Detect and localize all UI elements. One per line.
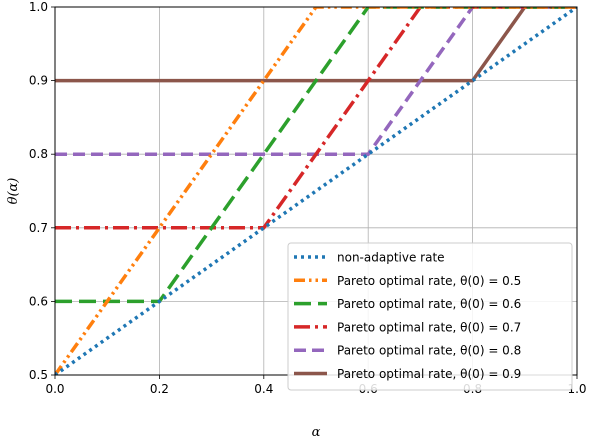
x-tick-label: 0.4 (254, 382, 273, 396)
x-tick-label: 0.2 (150, 382, 169, 396)
x-tick-label: 0.0 (45, 382, 64, 396)
series-line-3 (55, 7, 577, 230)
legend-box (287, 242, 573, 391)
legend-label: Pareto optimal rate, θ(0) = 0.6 (337, 297, 521, 311)
series-line-5 (55, 7, 577, 83)
y-axis-label: θ(α) (6, 178, 21, 205)
y-tick-label: 0.5 (29, 368, 48, 382)
legend-label: Pareto optimal rate, θ(0) = 0.8 (337, 344, 521, 358)
series-line-4 (55, 7, 577, 156)
legend-label: non-adaptive rate (337, 251, 445, 265)
y-tick-label: 0.7 (29, 221, 48, 235)
y-tick-label: 0.8 (29, 147, 48, 161)
legend-label: Pareto optimal rate, θ(0) = 0.9 (337, 367, 521, 381)
legend-label: Pareto optimal rate, θ(0) = 0.7 (337, 320, 521, 334)
series-lines (55, 7, 577, 375)
x-axis-label: α (312, 425, 321, 440)
legend-label: Pareto optimal rate, θ(0) = 0.5 (337, 274, 521, 288)
series-line-0 (55, 7, 577, 375)
y-tick-label: 1.0 (29, 0, 48, 14)
y-tick-label: 0.9 (29, 74, 48, 88)
series-line-1 (55, 7, 577, 375)
legend: non-adaptive rate Pareto optimal rate, θ(… (287, 242, 573, 391)
y-tick-label: 0.6 (29, 294, 48, 308)
